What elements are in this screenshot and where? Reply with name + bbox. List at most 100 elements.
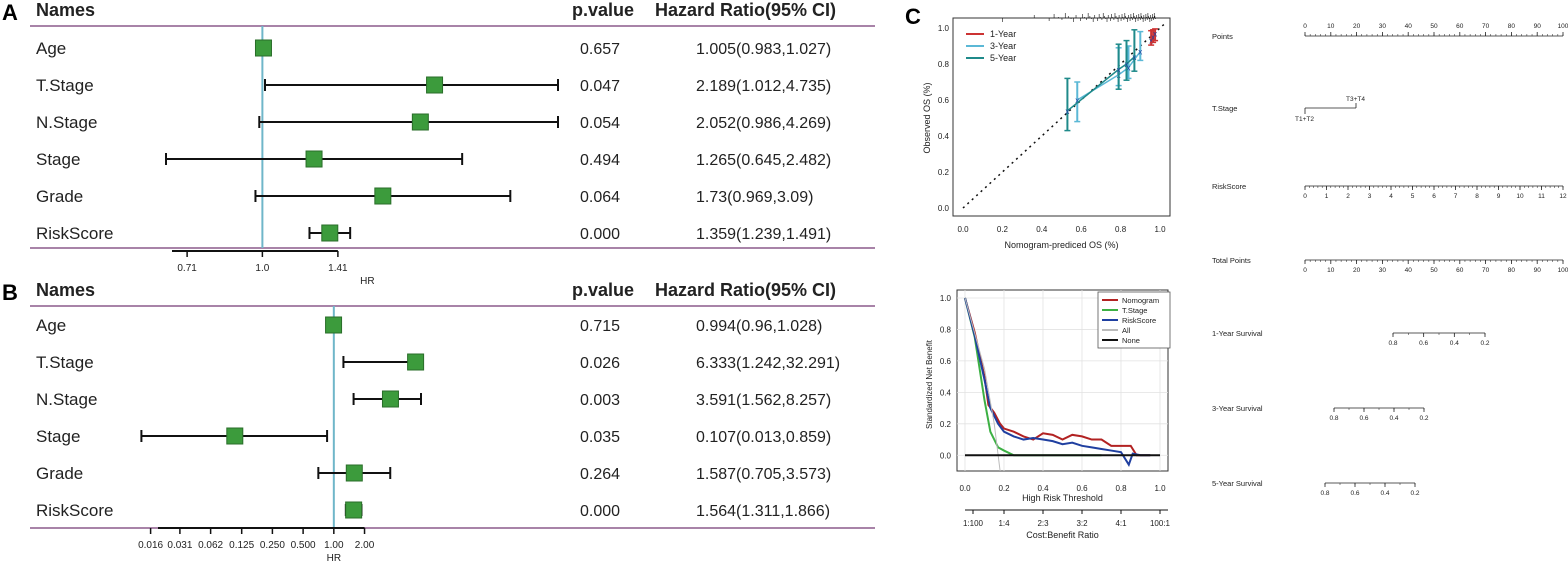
nomogram-tick-label: 0 bbox=[1303, 23, 1307, 30]
nomogram-tick-label: 0.8 bbox=[1388, 340, 1397, 347]
nomogram-tick-label: 3 bbox=[1368, 193, 1372, 200]
calibration-point: x bbox=[1151, 33, 1155, 42]
row-pvalue: 0.054 bbox=[580, 115, 620, 132]
nomogram-tick-label: 10 bbox=[1516, 193, 1524, 200]
panel-label-c: C bbox=[905, 4, 921, 29]
x-tick-label: 0.2 bbox=[997, 225, 1009, 234]
row-name: Age bbox=[36, 316, 66, 335]
calibration-line bbox=[1076, 50, 1141, 101]
legend-label: None bbox=[1122, 336, 1140, 345]
nomogram-tick-label: 60 bbox=[1456, 23, 1464, 30]
cost-benefit-label: Cost:Benefit Ratio bbox=[1026, 530, 1099, 540]
calibration-line bbox=[1066, 56, 1135, 112]
panel-label-a: A bbox=[2, 0, 18, 25]
row-pvalue: 0.715 bbox=[580, 318, 620, 335]
row-hr-text: 1.587(0.705,3.573) bbox=[696, 466, 831, 483]
y-tick-label: 0.4 bbox=[940, 388, 952, 397]
nomogram-row-label: 5-Year Survival bbox=[1212, 479, 1263, 488]
hr-point bbox=[407, 353, 425, 371]
nomogram-tick-label: 0.6 bbox=[1359, 415, 1368, 422]
decision-curve-plot: 0.0 0.2 0.4 0.6 0.8 1.0 0.0 0.2 0.4 0.6 0.8 1.0 High… bbox=[925, 289, 1171, 540]
x-tick-label: 2.00 bbox=[355, 540, 375, 551]
nomogram-tick-label: 20 bbox=[1353, 23, 1361, 30]
row-pvalue: 0.000 bbox=[580, 226, 620, 243]
x-tick-label: 0.0 bbox=[959, 484, 971, 493]
x-tick-label: 1.0 bbox=[1154, 484, 1166, 493]
ratio-tick-label: 1:100 bbox=[963, 519, 984, 528]
nomogram-tick-label: 0.4 bbox=[1450, 340, 1459, 347]
row-name: Age bbox=[36, 39, 66, 58]
nomogram-tick-label: 0.4 bbox=[1380, 490, 1389, 497]
nomogram-tick-label: 2 bbox=[1346, 193, 1350, 200]
hr-point bbox=[411, 113, 429, 131]
panel-label-b: B bbox=[2, 280, 18, 305]
y-tick-label: 0.2 bbox=[940, 420, 952, 429]
legend-label: All bbox=[1122, 326, 1131, 335]
row-hr-text: 1.265(0.645,2.482) bbox=[696, 152, 831, 169]
legend-label: RiskScore bbox=[1122, 316, 1156, 325]
nomogram-tick-label: 10 bbox=[1327, 267, 1335, 274]
calibration-plot: 0.0 0.0 0.2 0.2 0.4 0.4 0.6 0.6 0.8 0.8 1.0 1.0 Nomo… bbox=[922, 13, 1171, 250]
ratio-tick-label: 2:3 bbox=[1037, 519, 1049, 528]
header-pvalue: p.value bbox=[572, 0, 634, 20]
legend-label: 1-Year bbox=[990, 29, 1016, 39]
x-tick-label: 1.41 bbox=[328, 263, 348, 274]
x-tick-label: 0.8 bbox=[1115, 484, 1127, 493]
x-tick-label: 0.0 bbox=[957, 225, 969, 234]
y-tick-label: 0.6 bbox=[940, 357, 952, 366]
row-name: Grade bbox=[36, 187, 83, 206]
nomogram-level-label: T1+T2 bbox=[1295, 116, 1314, 123]
nomogram-tick-label: 80 bbox=[1508, 23, 1516, 30]
y-tick-label: 1.0 bbox=[940, 294, 952, 303]
nomogram-tick-label: 4 bbox=[1389, 193, 1393, 200]
legend-label: Nomogram bbox=[1122, 296, 1159, 305]
hr-point bbox=[381, 390, 399, 408]
row-name: N.Stage bbox=[36, 113, 97, 132]
row-name: T.Stage bbox=[36, 353, 94, 372]
nomogram-tick-label: 90 bbox=[1534, 23, 1542, 30]
row-name: Stage bbox=[36, 427, 80, 446]
header-hazard-ratio: Hazard Ratio(95% CI) bbox=[655, 0, 836, 20]
row-hr-text: 3.591(1.562,8.257) bbox=[696, 392, 831, 409]
header-names: Names bbox=[36, 0, 95, 20]
nomogram-tick-label: 0 bbox=[1303, 267, 1307, 274]
calibration-point: x bbox=[1153, 29, 1157, 38]
plot-frame bbox=[952, 17, 1171, 217]
nomogram-tick-label: 70 bbox=[1482, 23, 1490, 30]
nomogram-tick-label: 5 bbox=[1411, 193, 1415, 200]
legend-label: T.Stage bbox=[1122, 306, 1147, 315]
calibration-point: x bbox=[1125, 60, 1129, 69]
ratio-tick-label: 1:4 bbox=[998, 519, 1010, 528]
x-tick-label: 0.6 bbox=[1076, 484, 1088, 493]
nomogram-tick-label: 60 bbox=[1456, 267, 1464, 274]
nomogram-tick-label: 0.2 bbox=[1480, 340, 1489, 347]
nomogram-tick-label: 9 bbox=[1497, 193, 1501, 200]
nomogram-tick-label: 30 bbox=[1379, 23, 1387, 30]
nomogram-tick-label: 30 bbox=[1379, 267, 1387, 274]
nomogram-row-label: 3-Year Survival bbox=[1212, 404, 1263, 413]
nomogram-tick-label: 0.4 bbox=[1389, 415, 1398, 422]
header-names: Names bbox=[36, 280, 95, 300]
nomogram-tick-label: 70 bbox=[1482, 267, 1490, 274]
nomogram-tick-label: 40 bbox=[1405, 23, 1413, 30]
row-pvalue: 0.264 bbox=[580, 466, 620, 483]
x-tick-label: 1.0 bbox=[1154, 225, 1166, 234]
nomogram-tick-label: 100 bbox=[1558, 267, 1568, 274]
nomogram-row-label: 1-Year Survival bbox=[1212, 329, 1263, 338]
nomogram-tick-label: 80 bbox=[1508, 267, 1516, 274]
y-tick-label: 0.8 bbox=[938, 60, 950, 69]
nomogram-tick-label: 0.8 bbox=[1320, 490, 1329, 497]
hr-point bbox=[345, 501, 363, 519]
nomogram-tick-label: 0.6 bbox=[1350, 490, 1359, 497]
plot-frame bbox=[956, 289, 1169, 472]
nomogram-tick-label: 0.2 bbox=[1419, 415, 1428, 422]
row-pvalue: 0.003 bbox=[580, 392, 620, 409]
nomogram-tick-label: 1 bbox=[1325, 193, 1329, 200]
hr-point bbox=[321, 224, 339, 242]
row-hr-text: 0.994(0.96,1.028) bbox=[696, 318, 822, 335]
nomogram-tick-label: 50 bbox=[1430, 267, 1438, 274]
calibration-point: x bbox=[1132, 53, 1136, 62]
x-tick-label: 0.2 bbox=[998, 484, 1010, 493]
